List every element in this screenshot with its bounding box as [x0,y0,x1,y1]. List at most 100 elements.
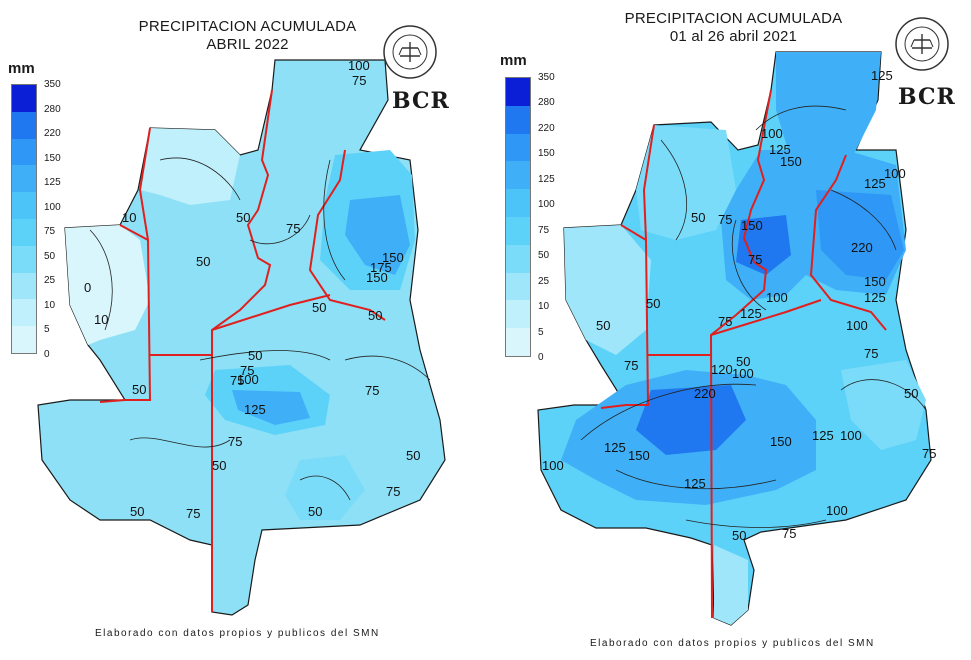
title-line-2: ABRIL 2022 [206,36,289,53]
contour-lines [580,105,927,528]
legend-swatch [506,272,530,301]
legend-level-label: 125 [44,177,61,189]
contour-label: 75 [782,526,796,541]
contour-label: 125 [684,476,706,491]
legend-level-label: 350 [538,72,555,83]
contour-label: 50 [732,528,746,543]
contour-label: 150 [780,154,802,169]
contour-label: 75 [228,434,242,449]
contour-label: 100 [732,366,754,381]
map-title: PRECIPITACION ACUMULADA 01 al 26 abril 2… [601,10,866,46]
legend-level-label: 0 [538,352,544,363]
legend-swatch [12,218,36,246]
contour-label: 75 [230,373,244,388]
contour-label: 125 [812,428,834,443]
contour-label: 50 [308,504,322,519]
legend-swatch [506,216,530,245]
legend-level-label: 280 [538,97,555,109]
contour-label: 100 [826,503,848,518]
contour-lines [89,157,431,501]
legend-swatch [12,245,36,273]
source-note: Elaborado con datos propios y publicos d… [95,628,380,639]
contour-label: 0 [84,280,91,295]
legend-level-label: 75 [44,226,56,238]
legend-swatch [12,165,36,193]
contour-label: 120 [711,362,733,377]
map-title: PRECIPITACION ACUMULADA ABRIL 2022 [115,18,380,54]
legend-level-label: 75 [538,224,550,236]
precipitation-map: 100 75 50 75 10 50 150 175 150 50 0 10 5… [37,58,446,616]
contour-label: 50 [596,318,610,333]
color-legend [11,84,37,354]
precipitation-map: 125 100 125 150 100 125 50 75 150 220 50… [537,51,936,626]
contour-label: 75 [386,484,400,499]
map-panel-april-2022: PRECIPITACION ACUMULADA ABRIL 2022 mm 35… [8,18,450,639]
contour-label: 50 [368,308,382,323]
contour-label: 10 [122,210,136,225]
bolsa-seal-icon [383,25,437,79]
contour-label: 150 [864,274,886,289]
contour-label: 125 [769,142,791,157]
legend-level-label: 125 [538,173,555,185]
legend-level-label: 25 [44,275,56,287]
contour-label: 75 [624,358,638,373]
legend-level-label: 350 [44,79,61,90]
legend-level-label: 5 [44,324,50,336]
contour-label: 75 [718,314,732,329]
legend-swatch [12,138,36,166]
contour-label: 75 [718,212,732,227]
contour-label: 150 [770,434,792,449]
brand-logo-text: BCR [898,84,956,110]
legend-unit: mm [500,52,527,69]
legend-swatch [12,299,36,327]
legend-level-label: 10 [538,301,550,313]
bolsa-seal-icon [895,17,949,71]
contour-label: 50 [132,382,146,397]
contour-label: 10 [94,312,108,327]
legend-swatch [506,133,530,162]
legend-swatch [506,244,530,273]
legend-level-label: 100 [44,201,61,213]
contour-label: 50 [691,210,705,225]
contour-label: 100 [766,290,788,305]
legend-level-label: 150 [538,148,555,160]
contour-label: 100 [237,372,259,387]
brand-logo-text: BCR [392,88,450,114]
contour-label: 50 [904,386,918,401]
legend-swatch [12,85,36,112]
contour-label: 50 [212,458,226,473]
legend-swatch [12,326,36,353]
legend-level-label: 50 [44,250,56,262]
legend-swatch [506,105,530,134]
legend-swatch [12,111,36,139]
legend-swatch [12,272,36,300]
contour-label: 125 [864,176,886,191]
legend-level-label: 50 [538,250,550,262]
legend-level-label: 150 [44,152,61,164]
contour-label: 150 [366,270,388,285]
contour-label: 75 [286,221,300,236]
legend-swatch [506,300,530,329]
contour-label: 125 [604,440,626,455]
legend-level-label: 220 [44,128,61,140]
legend-swatch [506,328,530,356]
map-fill [37,59,446,616]
source-note: Elaborado con datos propios y publicos d… [590,638,875,649]
province-borders [99,89,386,612]
contour-label: 100 [761,126,783,141]
legend-swatch [506,189,530,217]
contour-label: 220 [851,240,873,255]
contour-label: 100 [542,458,564,473]
contour-label: 150 [628,448,650,463]
color-legend [505,77,531,357]
contour-label: 50 [130,504,144,519]
legend-level-label: 220 [538,122,555,134]
map-panel-april-2021: PRECIPITACION ACUMULADA 01 al 26 abril 2… [486,0,971,660]
contour-label: 175 [370,260,392,275]
contour-label: 100 [348,58,370,73]
contour-label: 75 [864,346,878,361]
contour-label: 75 [240,363,254,378]
contour-label: 75 [748,252,762,267]
contour-label: 125 [864,290,886,305]
contour-label: 75 [186,506,200,521]
